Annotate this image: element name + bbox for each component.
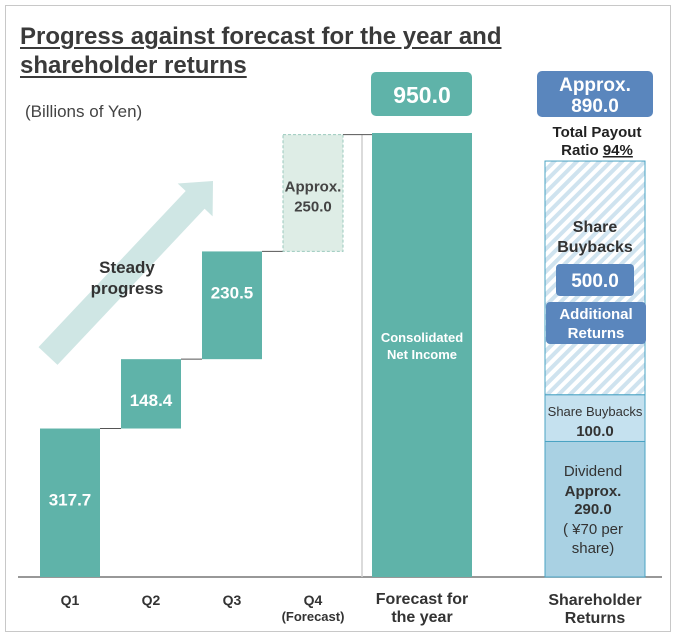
progress-arrow: Steady progress (38, 181, 213, 365)
bar-total (372, 133, 472, 577)
x-label-q1: Q1 (61, 592, 80, 608)
arrow-label-line-2: progress (91, 279, 164, 298)
buyback-title: Share Buybacks (548, 404, 643, 419)
additional-title-line-2: Buybacks (557, 239, 633, 256)
dividend-line-2: Approx. (565, 483, 622, 500)
bar-q3 (202, 251, 262, 360)
additional-returns-line-2: Returns (568, 325, 625, 342)
total-inner-line-1: Consolidated (381, 330, 463, 345)
buyback-value: 100.0 (576, 423, 614, 440)
payout-ratio-prefix: Ratio (561, 142, 603, 159)
total-inner-line-2: Net Income (387, 347, 457, 362)
bar-label-q3: 230.5 (211, 283, 254, 302)
total-value: 950.0 (393, 82, 451, 108)
returns-total-line-1: Approx. (559, 75, 631, 96)
dividend-line-5: share) (572, 540, 615, 557)
slide-frame (5, 5, 671, 632)
additional-returns-badge (546, 302, 646, 344)
bar-q4 (282, 134, 344, 252)
x-label-returns-line-2: Returns (565, 610, 626, 627)
bar-label-q1: 317.7 (49, 491, 92, 510)
x-label-q4-sub: (Forecast) (282, 609, 345, 624)
arrow-label-line-1: Steady (99, 258, 155, 277)
returns-total-badge (537, 71, 653, 117)
x-label-returns-line-1: Shareholder (548, 592, 641, 609)
bar-q1 (40, 428, 100, 577)
bar-label-q4-line-1: Approx. (285, 179, 342, 196)
dividend-line-3: 290.0 (574, 501, 612, 518)
x-label-q3: Q3 (223, 592, 242, 608)
additional-value: 500.0 (571, 271, 619, 292)
x-label-total-line-2: the year (391, 609, 452, 626)
payout-ratio-line-1: Total Payout (553, 124, 642, 141)
payout-ratio-line-2: Ratio 94% (561, 142, 633, 159)
dividend-line-4: ( ¥70 per (563, 521, 623, 538)
returns-total-line-2: 890.0 (571, 96, 619, 117)
x-label-total-line-1: Forecast for (376, 591, 468, 608)
bar-label-q4-line-2: 250.0 (294, 199, 332, 216)
bar-q2 (121, 359, 181, 429)
title-line-1: Progress against forecast for the year a… (20, 23, 502, 50)
x-label-q2: Q2 (142, 592, 161, 608)
additional-value-badge (556, 264, 634, 296)
additional-title-line-1: Share (573, 219, 618, 236)
title-line-2: shareholder returns (20, 52, 247, 79)
additional-returns-line-1: Additional (559, 306, 632, 323)
total-value-badge (371, 72, 472, 116)
slide-title: Progress against forecast for the year a… (20, 22, 502, 80)
bar-label-q2: 148.4 (130, 391, 173, 410)
payout-ratio-value: 94% (603, 142, 633, 159)
segment-dividend (544, 440, 646, 578)
unit-label: (Billions of Yen) (25, 102, 143, 121)
dividend-line-1: Dividend (564, 463, 622, 480)
x-label-q4: Q4 (304, 592, 323, 608)
